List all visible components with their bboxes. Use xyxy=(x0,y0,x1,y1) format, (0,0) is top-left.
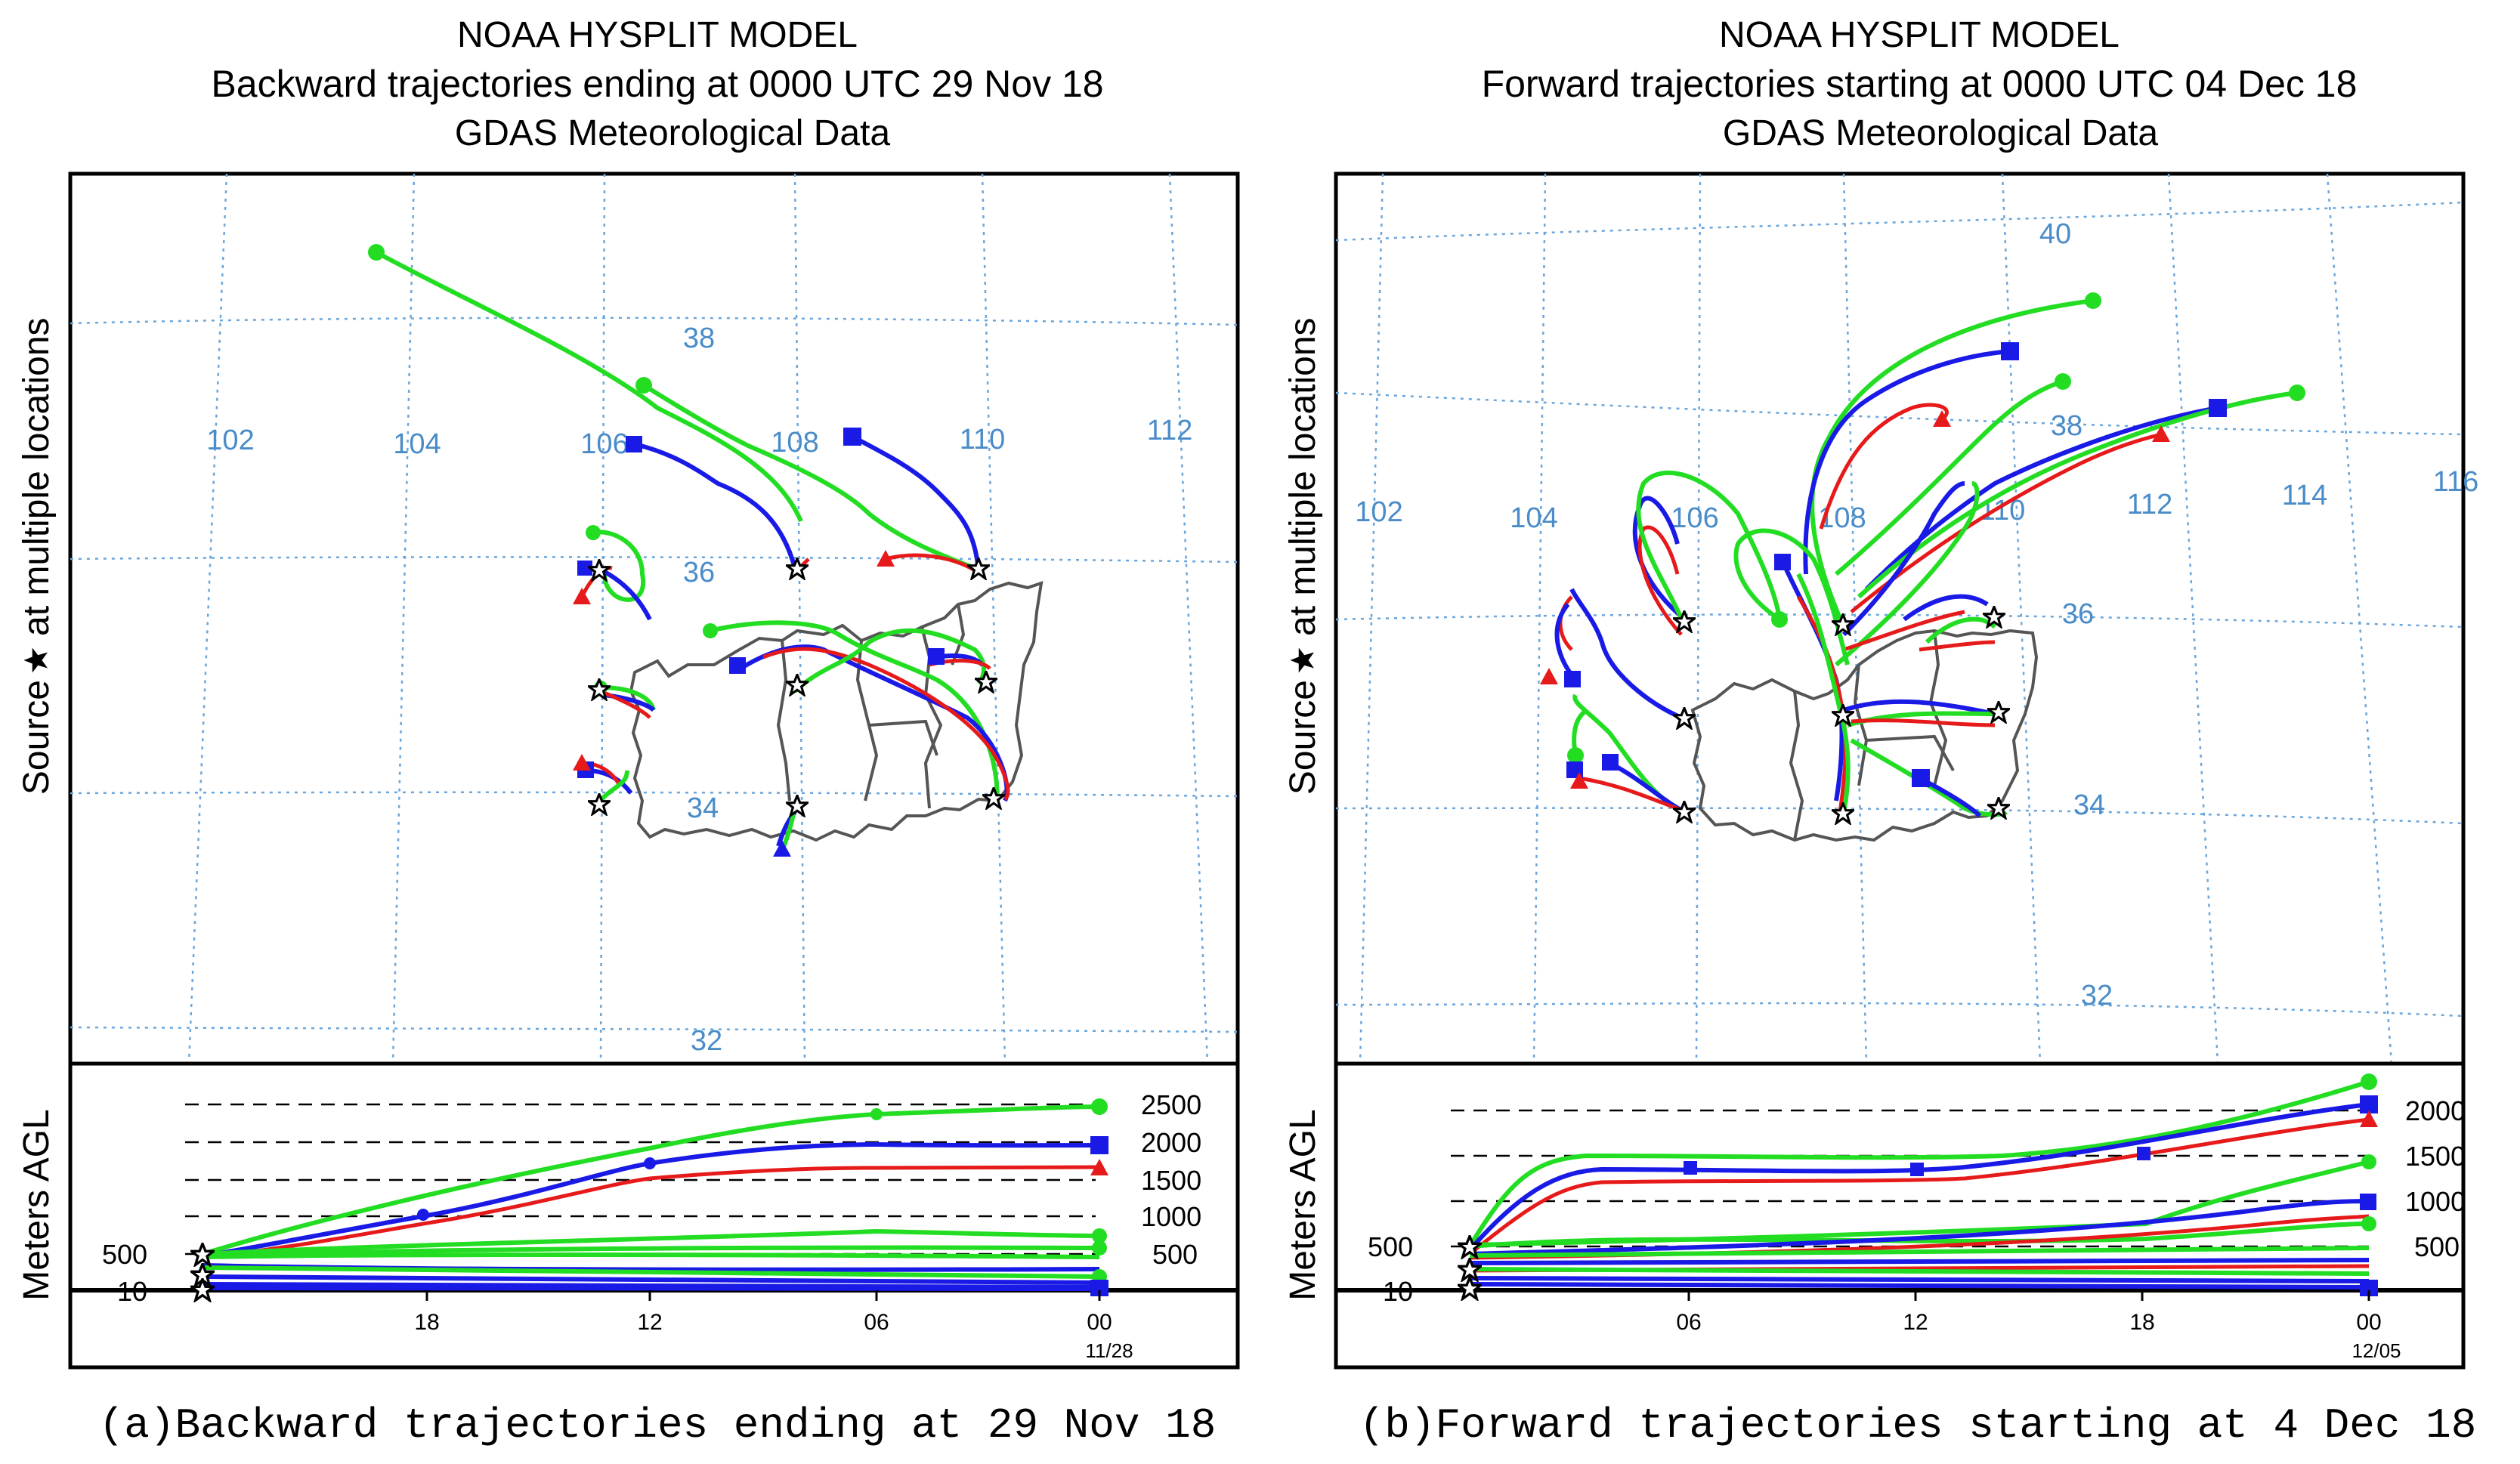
height-label: 1000 xyxy=(2405,1186,2466,1217)
time-tick: 12 xyxy=(1903,1310,1928,1335)
panel-b-height-lines xyxy=(1458,1073,2378,1301)
lat-label: 36 xyxy=(2062,598,2094,630)
source-label: Source xyxy=(17,680,57,795)
lon-label: 110 xyxy=(960,424,1006,456)
lon-label: 102 xyxy=(206,425,254,456)
panel-b-markers xyxy=(1540,292,2305,825)
lon-label: 110 xyxy=(1980,495,2026,527)
panel-b-map-frame xyxy=(1334,171,2466,1066)
lat-label: 40 xyxy=(2039,218,2071,250)
time-tick: 12 xyxy=(637,1310,662,1335)
height-left-label: 500 xyxy=(1368,1231,1413,1262)
panel-b-lat-labels: 40 38 36 34 32 xyxy=(2039,218,2113,1012)
panel-b-title-3: GDAS Meteorological Data xyxy=(1723,113,2159,153)
panel-a-region-border xyxy=(629,581,1044,842)
panel-a-height-lines xyxy=(190,1098,1108,1302)
panel-b-title-1: NOAA HYSPLIT MODEL xyxy=(1719,15,2120,55)
height-label: 1500 xyxy=(1141,1165,1201,1196)
lon-label: 114 xyxy=(2282,480,2328,511)
panel-a-title-1: NOAA HYSPLIT MODEL xyxy=(457,15,858,55)
panel-a: NOAA HYSPLIT MODEL Backward trajectories… xyxy=(17,15,1240,1450)
panel-b: NOAA HYSPLIT MODEL Forward trajectories … xyxy=(1283,15,2478,1450)
source-star-icon xyxy=(1987,701,2010,724)
height-label: 500 xyxy=(2414,1231,2460,1262)
source-star-icon xyxy=(1673,801,1696,823)
panel-b-time-ticks: 06 12 18 00 12/05 xyxy=(1676,1290,2401,1362)
time-tick: 00 xyxy=(2356,1310,2381,1335)
panel-a-height-right-labels: 2500 2000 1500 1000 500 xyxy=(1141,1089,1201,1270)
star-icon xyxy=(1290,647,1314,673)
panel-a-title-3: GDAS Meteorological Data xyxy=(455,113,891,153)
panel-b-caption: (b)Forward trajectories starting at 4 De… xyxy=(1359,1401,2477,1450)
height-label: 2000 xyxy=(1141,1127,1201,1158)
height-axis-label: Meters AGL xyxy=(17,1109,57,1300)
source-label: Source xyxy=(1283,680,1323,795)
height-left-label: 10 xyxy=(1383,1276,1413,1307)
panel-a-height-frame xyxy=(68,1061,1240,1370)
panel-a-time-ticks: 18 12 06 00 11/28 xyxy=(414,1290,1133,1362)
date-label: 12/05 xyxy=(2351,1339,2401,1362)
panel-b-height-frame xyxy=(1334,1061,2466,1370)
lon-label: 104 xyxy=(1510,502,1557,534)
panel-a-trajectories xyxy=(375,250,1010,851)
locations-label: at multiple locations xyxy=(1283,317,1323,636)
panel-b-trajectories xyxy=(1554,298,2298,818)
lon-label: 112 xyxy=(2127,489,2173,520)
panel-b-height-right-labels: 2000 1500 1000 500 xyxy=(2405,1095,2466,1262)
lon-label: 106 xyxy=(1671,502,1718,534)
source-star-icon xyxy=(982,787,1005,810)
lon-label: 116 xyxy=(2433,466,2479,498)
height-label: 1500 xyxy=(2405,1141,2466,1172)
lat-label: 34 xyxy=(687,792,719,824)
panel-a-caption: (a)Backward trajectories ending at 29 No… xyxy=(99,1401,1217,1450)
star-icon xyxy=(23,647,48,673)
height-axis-label: Meters AGL xyxy=(1283,1109,1323,1300)
panel-b-grid xyxy=(1335,173,2464,1064)
height-label: 1000 xyxy=(1141,1201,1201,1232)
source-star-icon xyxy=(967,557,990,580)
lat-label: 38 xyxy=(2051,410,2082,442)
lat-label: 38 xyxy=(683,323,715,354)
panel-a-markers xyxy=(368,244,1005,857)
height-label: 2000 xyxy=(2405,1095,2466,1126)
time-tick: 00 xyxy=(1087,1310,1112,1335)
lat-label: 32 xyxy=(2081,980,2113,1012)
source-star-icon xyxy=(1832,802,1854,825)
time-tick: 18 xyxy=(414,1310,439,1335)
date-label: 11/28 xyxy=(1085,1339,1133,1362)
time-tick: 06 xyxy=(1676,1310,1701,1335)
height-label: 2500 xyxy=(1141,1089,1201,1120)
time-tick: 18 xyxy=(2129,1310,2154,1335)
panel-b-source-label: Source at multiple locations xyxy=(1283,317,1323,795)
panel-b-title-2: Forward trajectories starting at 0000 UT… xyxy=(1482,63,2358,105)
panel-a-lon-labels: 102 104 106 108 110 112 xyxy=(206,415,1192,460)
lat-label: 34 xyxy=(2073,789,2105,821)
panel-a-map-frame xyxy=(68,171,1240,1066)
lat-label: 32 xyxy=(691,1025,722,1057)
lon-label: 108 xyxy=(771,427,818,459)
locations-label: at multiple locations xyxy=(17,317,57,636)
height-label: 500 xyxy=(1152,1239,1198,1270)
lon-label: 106 xyxy=(580,428,628,460)
panel-a-grid xyxy=(70,173,1238,1064)
lon-label: 104 xyxy=(393,428,441,460)
source-star-icon xyxy=(190,1243,215,1267)
source-star-icon xyxy=(975,671,997,693)
lat-label: 36 xyxy=(683,557,715,588)
panel-a-source-label: Source at multiple locations xyxy=(17,317,57,795)
lon-label: 112 xyxy=(1147,415,1193,446)
height-left-label: 500 xyxy=(102,1239,147,1270)
panel-a-title-2: Backward trajectories ending at 0000 UTC… xyxy=(211,63,1103,105)
panel-a-height-gridlines xyxy=(70,1103,1238,1293)
panel-a-lat-labels: 38 36 34 32 xyxy=(683,323,722,1057)
lon-label: 102 xyxy=(1355,496,1402,528)
height-left-label: 10 xyxy=(117,1276,147,1307)
panel-b-lon-labels: 102 104 106 108 110 112 114 116 xyxy=(1355,466,2478,534)
time-tick: 06 xyxy=(864,1310,889,1335)
